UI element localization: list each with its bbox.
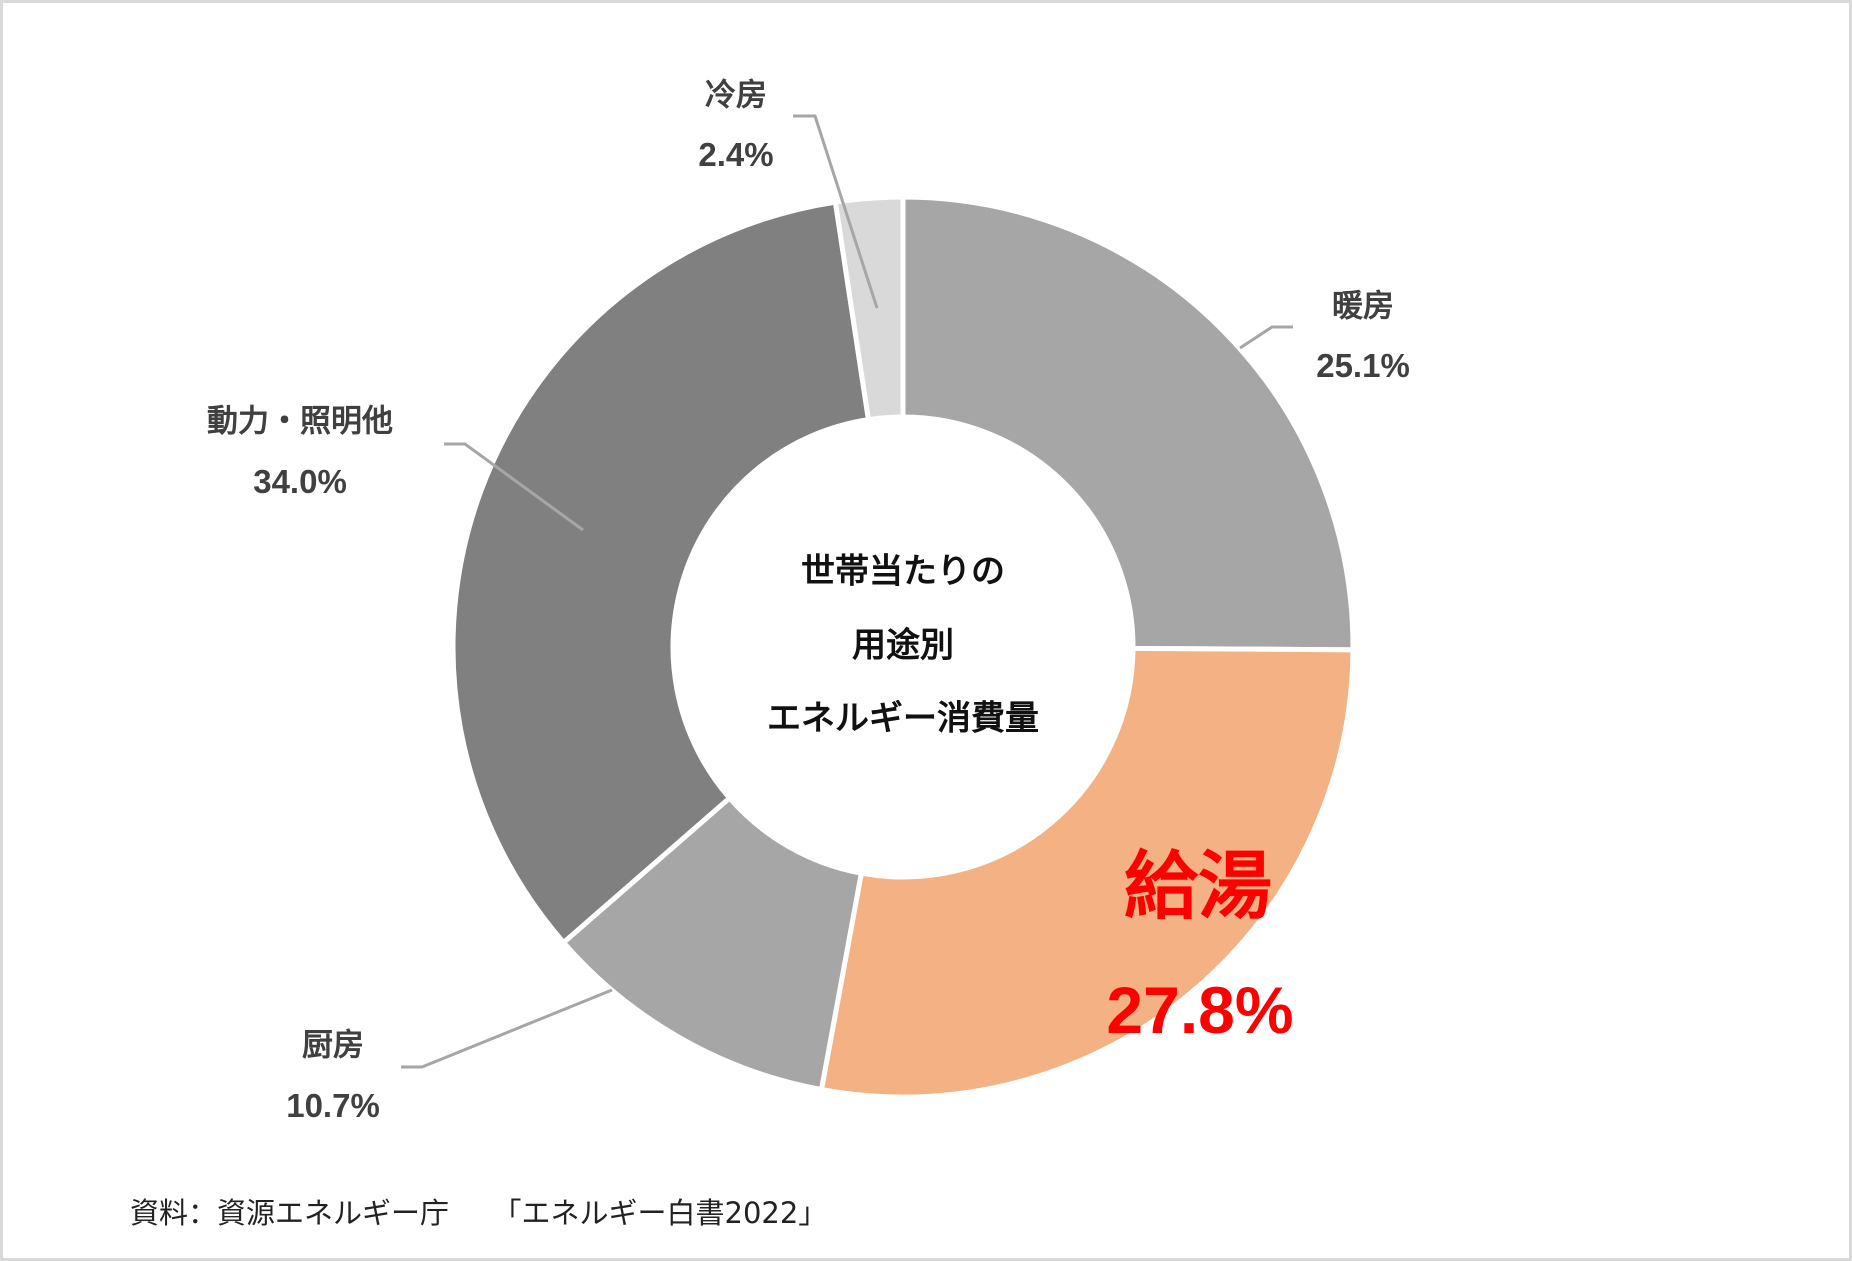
- label-power-lighting-pct: 34.0%: [253, 463, 347, 500]
- slice-power-lighting: [450, 199, 872, 946]
- source-note: 資料：資源エネルギー庁 「エネルギー白書2022」: [130, 1196, 828, 1230]
- center-title-line1: 世帯当たりの: [801, 551, 1005, 592]
- label-hot-water-pct: 27.8%: [1106, 973, 1294, 1047]
- slice-heating: [900, 194, 1356, 653]
- slice-kitchen: [560, 794, 865, 1093]
- leader-lines: [401, 114, 1293, 1069]
- slice-hot-water: [818, 645, 1356, 1100]
- leader-line-heating: [1239, 325, 1293, 350]
- slice-cooling: [832, 194, 906, 423]
- label-heating-pct: 25.1%: [1316, 347, 1410, 384]
- leader-line-kitchen: [401, 988, 613, 1069]
- label-heating-name: 暖房: [1332, 288, 1394, 325]
- label-kitchen-pct: 10.7%: [286, 1087, 380, 1124]
- leader-line-power-lighting: [444, 442, 584, 532]
- label-cooling-pct: 2.4%: [698, 136, 774, 173]
- center-title-line3: エネルギー消費量: [767, 698, 1039, 739]
- leader-line-cooling: [793, 114, 879, 309]
- label-power-lighting-name: 動力・照明他: [207, 403, 393, 440]
- label-cooling-name: 冷房: [705, 77, 767, 114]
- donut-slices: [450, 194, 1356, 1100]
- center-title-line2: 用途別: [852, 625, 954, 666]
- label-hot-water-name: 給湯: [1124, 843, 1272, 930]
- label-kitchen-name: 厨房: [302, 1027, 364, 1064]
